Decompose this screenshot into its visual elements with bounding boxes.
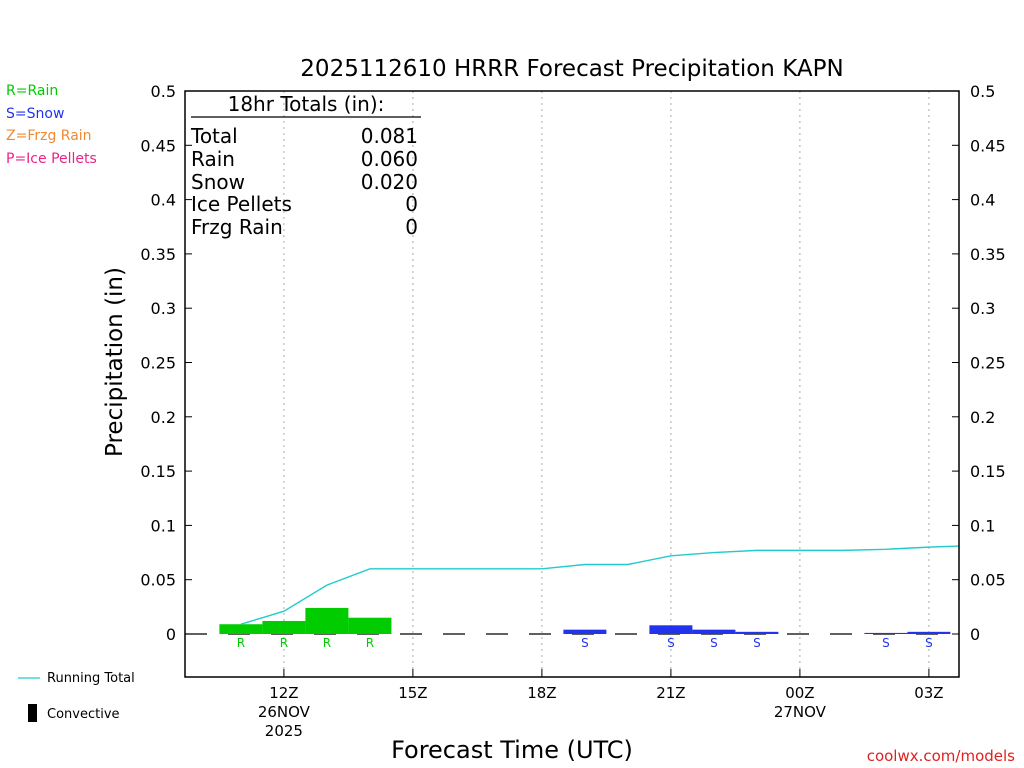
y-tick-label-left: 0.2 xyxy=(151,408,176,427)
y-tick-label-right: 0.05 xyxy=(970,571,1006,590)
precip-type-marker: R xyxy=(280,636,288,650)
y-tick-label-left: 0.25 xyxy=(140,354,176,373)
precip-bar xyxy=(262,620,306,634)
running-total-series xyxy=(240,545,960,625)
y-tick-label-left: 0.5 xyxy=(151,82,176,101)
x-tick-label: 2025 xyxy=(265,722,303,740)
y-tick-label-right: 0.45 xyxy=(970,136,1006,155)
x-tick-label: 15Z xyxy=(398,684,427,702)
y-tick-label-right: 0.1 xyxy=(970,516,995,535)
y-tick-label-right: 0.25 xyxy=(970,354,1006,373)
y-axis-label: Precipitation (in) xyxy=(102,267,128,457)
precip-type-marker: R xyxy=(366,636,374,650)
totals-label-frzg-rain: Frzg Rain xyxy=(191,215,283,239)
precip-bar xyxy=(348,617,392,634)
precip-bar xyxy=(305,607,349,634)
precip-type-marker: R xyxy=(323,636,331,650)
y-tick-label-left: 0.15 xyxy=(140,462,176,481)
y-tick-labels: 0 00.05 0.050.1 0.10.15 0.150.2 0.20.25 0.250.… xyxy=(140,82,1005,644)
precip-bar xyxy=(907,631,951,634)
y-tick-label-left: 0.4 xyxy=(151,191,176,210)
totals-box: 18hr Totals (in): Total 0.081 Rain 0.060… xyxy=(190,92,421,239)
y-tick-label-right: 0.35 xyxy=(970,245,1006,264)
x-axis-label: Forecast Time (UTC) xyxy=(391,736,633,764)
y-tick-label-right: 0.3 xyxy=(970,299,995,318)
totals-value-frzg-rain: 0 xyxy=(405,215,418,239)
y-tick-label-right: 0.4 xyxy=(970,191,995,210)
running-total-legend-label: Running Total xyxy=(47,671,135,686)
y-tick-label-left: 0.3 xyxy=(151,299,176,318)
x-tick-label: 26NOV xyxy=(258,703,311,721)
y-tick-label-left: 0.45 xyxy=(140,136,176,155)
x-tick-label: 00Z xyxy=(785,684,814,702)
totals-label-rain: Rain xyxy=(191,147,235,171)
convective-legend-swatch xyxy=(28,704,37,722)
totals-label-total: Total xyxy=(190,124,238,148)
totals-value-ice-pellets: 0 xyxy=(405,192,418,216)
totals-label-ice-pellets: Ice Pellets xyxy=(191,192,292,216)
convective-legend-label: Convective xyxy=(47,707,120,722)
totals-header: 18hr Totals (in): xyxy=(228,92,385,116)
x-tick-label: 03Z xyxy=(914,684,943,702)
precip-bar xyxy=(735,631,779,634)
precip-type-marker: S xyxy=(581,636,589,650)
y-tick-label-left: 0.1 xyxy=(151,516,176,535)
totals-value-rain: 0.060 xyxy=(361,147,418,171)
precip-type-marker: S xyxy=(925,636,933,650)
precip-bar xyxy=(219,624,263,634)
y-tick-label-left: 0.35 xyxy=(140,245,176,264)
precip-type-marker: S xyxy=(667,636,675,650)
running-total-line xyxy=(240,545,960,625)
precip-bar xyxy=(563,629,607,634)
precip-type-marker: S xyxy=(710,636,718,650)
legend-snow: S=Snow xyxy=(6,106,64,122)
y-tick-label-right: 0.5 xyxy=(970,82,995,101)
chart-title: 2025112610 HRRR Forecast Precipitation K… xyxy=(300,56,843,82)
precip-type-marker: S xyxy=(882,636,890,650)
x-tick-label: 21Z xyxy=(656,684,685,702)
legend-ice-pellets: P=Ice Pellets xyxy=(6,151,97,167)
totals-value-snow: 0.020 xyxy=(361,170,418,194)
precip-bar xyxy=(864,632,908,634)
y-tick-label-left: 0 xyxy=(166,625,176,644)
source-credit: coolwx.com/models xyxy=(867,747,1015,765)
precip-type-marker: S xyxy=(753,636,761,650)
legend-rain: R=Rain xyxy=(6,83,58,99)
totals-value-total: 0.081 xyxy=(361,124,418,148)
y-tick-label-left: 0.05 xyxy=(140,571,176,590)
y-tick-label-right: 0.15 xyxy=(970,462,1006,481)
x-tick-label: 12Z xyxy=(269,684,298,702)
x-tick-label: 27NOV xyxy=(774,703,827,721)
y-tick-label-right: 0 xyxy=(970,625,980,644)
precip-bars xyxy=(219,607,951,634)
grid-lines xyxy=(185,91,959,677)
precip-bar xyxy=(692,629,736,634)
precip-type-marker: R xyxy=(237,636,245,650)
x-tick-label: 18Z xyxy=(527,684,556,702)
y-tick-label-right: 0.2 xyxy=(970,408,995,427)
legend-frzg-rain: Z=Frzg Rain xyxy=(6,128,92,144)
plot-frame xyxy=(184,90,960,678)
totals-label-snow: Snow xyxy=(191,170,245,194)
precip-bar xyxy=(649,625,693,634)
